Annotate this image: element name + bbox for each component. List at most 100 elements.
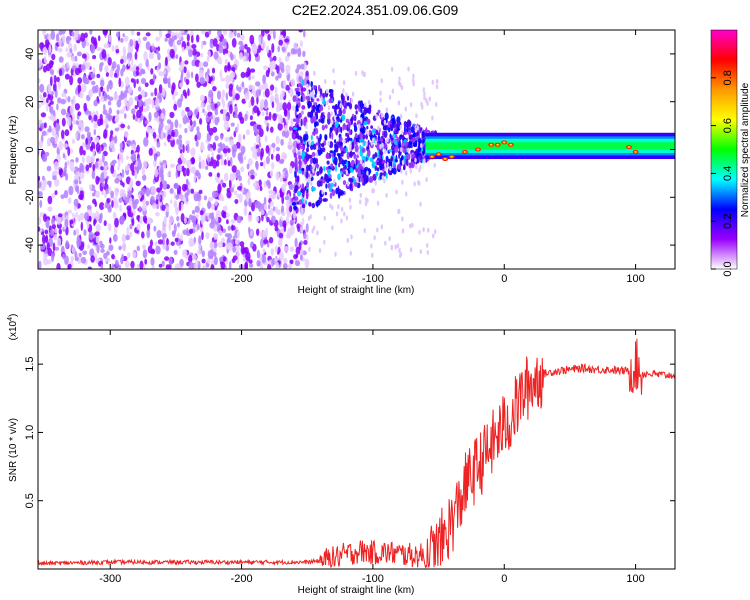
spectrogram-cell	[314, 127, 319, 135]
spectrogram-cell	[246, 190, 251, 200]
spectrogram-cell	[182, 249, 188, 258]
spectrogram-cell	[292, 210, 297, 220]
spectrogram-cell	[67, 96, 71, 103]
spectrogram-cell	[40, 112, 47, 118]
spectrogram-cell	[84, 212, 89, 221]
spectrogram-cell	[161, 260, 165, 267]
spectrogram-cell	[259, 262, 264, 269]
spectrogram-cell	[353, 163, 356, 170]
spectrogram-cell	[327, 111, 331, 120]
spectrogram-cell	[211, 67, 216, 74]
spectrogram-cell	[316, 171, 320, 177]
spectrogram-cell	[188, 124, 192, 130]
spectrogram-cell	[71, 99, 76, 106]
spectrogram-cell	[110, 130, 114, 136]
spectrogram-cell	[324, 79, 327, 84]
spectrogram-cell	[314, 111, 318, 117]
spectrogram-cell	[300, 118, 303, 127]
spectrogram-cell	[216, 154, 221, 161]
spectrogram-cell	[144, 258, 148, 265]
spectrogram-cell	[91, 85, 97, 94]
spectrogram-cell	[160, 130, 164, 141]
spectrogram-cell	[256, 124, 262, 130]
spectrogram-cell	[122, 33, 125, 38]
spectrogram-cell	[348, 197, 352, 203]
spectrogram-cell	[90, 155, 95, 162]
spectrogram-cell	[69, 48, 73, 54]
spectrogram-cell	[256, 228, 260, 236]
spectrogram-cell	[193, 193, 199, 202]
spectrogram-cell	[74, 251, 78, 259]
spectrogram-cell	[384, 240, 387, 246]
spectrogram-cell	[385, 192, 388, 198]
spectrogram-cell	[123, 35, 129, 42]
spectrogram-cell	[121, 253, 124, 263]
spectrogram-cell	[325, 183, 328, 189]
spectrogram-cell	[380, 78, 383, 84]
spectrogram-cell	[396, 136, 400, 143]
spectrogram-cell	[74, 55, 78, 62]
spectrogram-cell	[204, 31, 210, 38]
spectrogram-cell	[345, 132, 348, 137]
spectrogram-cell	[321, 147, 326, 153]
spectrogram-cell	[159, 181, 163, 191]
spectrogram-cell	[227, 233, 232, 240]
spectrogram-cell	[238, 193, 243, 203]
spectrogram-cell	[130, 78, 135, 83]
x-tick-label: -100	[362, 273, 384, 285]
spectrogram-cell	[89, 30, 93, 35]
spectrogram-cell	[340, 126, 343, 134]
spectrogram-cell	[269, 30, 274, 35]
spectrogram-cell	[222, 30, 228, 36]
spectrogram-cell	[198, 189, 203, 195]
spectrogram-cell	[270, 126, 274, 133]
spectrogram-cell	[277, 72, 282, 79]
spectrogram-cell	[56, 76, 60, 83]
spectrogram-cell	[329, 93, 333, 97]
spectrogram-peak-core	[450, 155, 454, 158]
spectrogram-cell	[310, 144, 314, 151]
spectrogram-cell	[101, 153, 105, 163]
spectrogram-cell	[258, 43, 262, 54]
spectrogram-cell	[316, 230, 319, 236]
spectrogram-cell	[390, 244, 393, 250]
spectrogram-cell	[122, 105, 126, 112]
spectrogram-cell	[264, 88, 270, 98]
spectrogram-cell	[48, 125, 52, 131]
spectrogram-cell	[341, 206, 344, 212]
spectrogram-cell	[260, 209, 265, 216]
spectrogram-cell	[335, 211, 339, 217]
spectrogram-cell	[302, 94, 306, 102]
spectrogram-cell	[127, 45, 132, 54]
spectrogram-cell	[139, 215, 143, 225]
spectrogram-cell	[100, 190, 105, 196]
spectrogram-cell	[284, 196, 290, 201]
spectrogram-cell	[270, 153, 274, 160]
spectrogram-cell	[400, 85, 404, 91]
colorbar-tick-label: 0.4	[722, 166, 734, 181]
spectrogram-cell	[303, 134, 306, 142]
x-tick-label: -300	[99, 573, 121, 585]
spectrogram-cell	[65, 240, 69, 249]
spectrogram-cell	[342, 88, 345, 94]
spectrogram-cell	[358, 177, 361, 183]
spectrogram-cell	[425, 177, 428, 183]
spectrogram-cell	[107, 223, 112, 232]
spectrogram-cell	[47, 93, 51, 99]
spectrogram-cell	[86, 61, 91, 70]
spectrogram-cell	[186, 45, 190, 52]
spectrogram-cell	[281, 130, 286, 137]
spectrogram-cell	[98, 158, 103, 167]
spectrogram-cell	[162, 163, 167, 169]
spectrogram-cell	[256, 249, 260, 259]
spectrogram-cell	[54, 246, 60, 251]
spectrogram-cell	[232, 88, 236, 98]
spectrogram-cell	[111, 263, 115, 269]
spectrogram-cell	[350, 234, 353, 240]
spectrogram-cell	[162, 69, 167, 75]
spectrogram-cell	[321, 100, 326, 105]
spectrogram-cell	[151, 46, 156, 52]
spectrogram-cell	[418, 229, 421, 235]
spectrogram-cell	[82, 250, 88, 256]
spectrogram-cell	[239, 241, 245, 247]
